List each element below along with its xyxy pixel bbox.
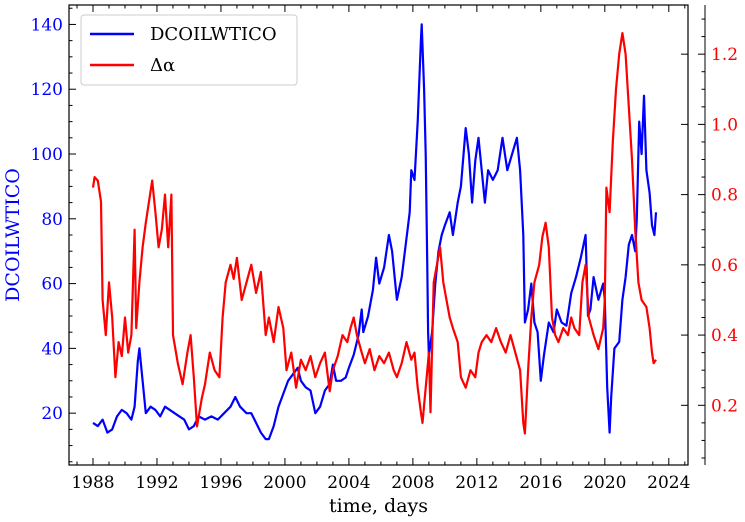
legend-label-2: Δα xyxy=(150,55,175,76)
y-left-tick-label: 120 xyxy=(31,80,63,100)
y-right-tick-label: 0.4 xyxy=(711,326,738,346)
legend: DCOILWTICO Δα xyxy=(80,14,298,86)
y-right-tick-label: 0.8 xyxy=(711,186,738,206)
y-right-tick-label: 1.2 xyxy=(711,45,738,65)
x-tick-label: 2020 xyxy=(583,473,626,493)
legend-box xyxy=(80,14,298,86)
x-tick-label: 2012 xyxy=(455,473,498,493)
x-tick-label: 1988 xyxy=(71,473,114,493)
y-left-tick-label: 40 xyxy=(41,339,63,359)
y-left-tick-label: 80 xyxy=(41,210,63,230)
x-tick-label: 1992 xyxy=(135,473,178,493)
series-line-1 xyxy=(92,23,658,441)
y-right-tick-label: 1.0 xyxy=(711,115,738,135)
y-right-tick-label: 0.2 xyxy=(711,396,738,416)
y-left-tick-label: 140 xyxy=(31,15,63,35)
legend-label-1: DCOILWTICO xyxy=(150,24,277,45)
x-tick-label: 1996 xyxy=(199,473,242,493)
y-left-tick-label: 20 xyxy=(41,404,63,424)
y-axis-left-label: DCOILWTICO xyxy=(2,168,24,302)
x-tick-label: 2008 xyxy=(391,473,434,493)
series-line-2 xyxy=(91,32,657,435)
x-tick-label: 2000 xyxy=(263,473,306,493)
y-left-tick-label: 60 xyxy=(41,275,63,295)
y-right-tick-label: 0.6 xyxy=(711,256,738,276)
x-axis-label: time, days xyxy=(329,495,428,517)
x-tick-label: 2024 xyxy=(647,473,690,493)
x-tick-label: 2004 xyxy=(327,473,370,493)
y-left-tick-label: 100 xyxy=(31,145,63,165)
x-tick-label: 2016 xyxy=(519,473,562,493)
